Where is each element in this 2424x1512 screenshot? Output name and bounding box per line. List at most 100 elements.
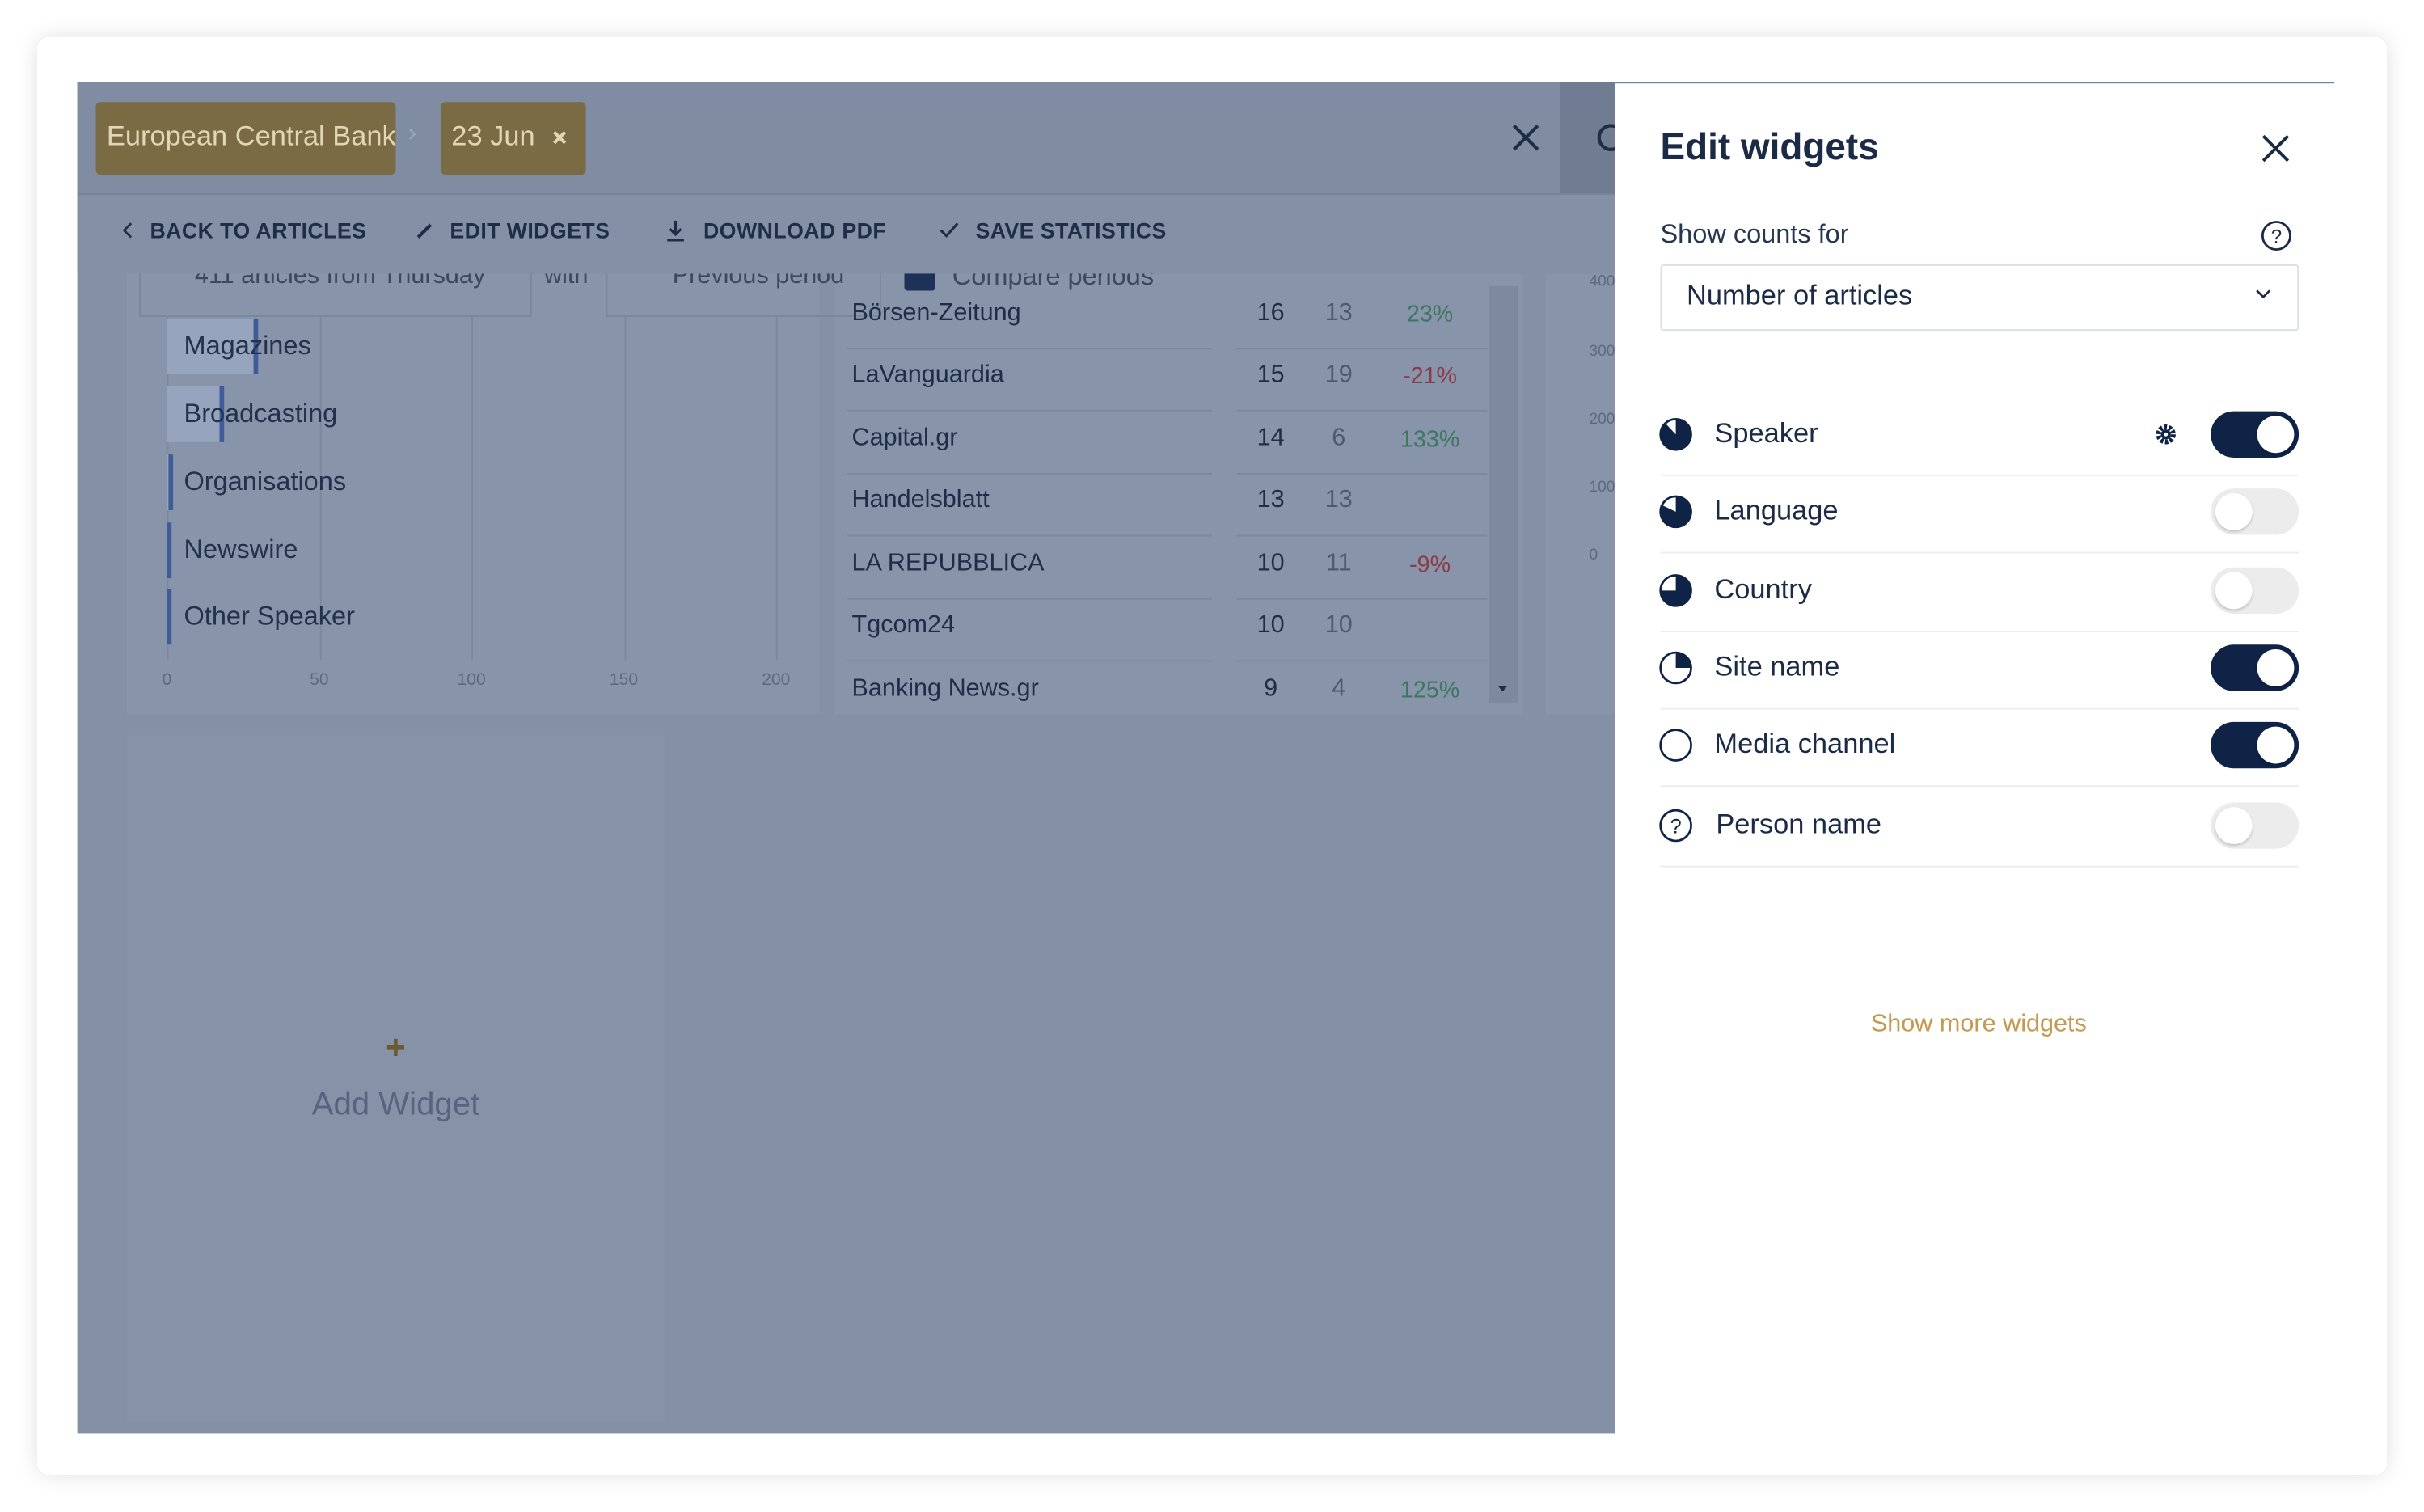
grid-line (471, 316, 474, 661)
row-divider (1660, 785, 2299, 788)
help-icon[interactable]: ? (2260, 220, 2292, 252)
toolbar-button[interactable]: SAVE STATISTICS (975, 218, 1167, 243)
grid-line (319, 316, 321, 661)
row-divider (1660, 865, 2299, 868)
previous-count: 13 (1324, 487, 1353, 513)
row-divider (1236, 660, 1488, 662)
current-count: 15 (1256, 361, 1285, 388)
toggle[interactable] (2211, 721, 2299, 769)
bar (167, 522, 172, 579)
change: -9% (1409, 551, 1451, 579)
breadcrumb: 23 Jun (451, 120, 535, 152)
widget-icon (1659, 573, 1693, 607)
row-divider (1660, 474, 2299, 476)
search-icon (1592, 120, 1616, 154)
x-tick-label: 50 (310, 670, 329, 690)
current-count: 14 (1256, 424, 1285, 452)
widget-settings[interactable] (2153, 422, 2178, 447)
row-divider (1236, 473, 1488, 475)
side-card (1546, 270, 1616, 715)
y-tick-label: 100 (1589, 479, 1615, 496)
toolbar-icon[interactable] (935, 217, 963, 244)
add-icon: + (386, 1028, 406, 1067)
close-dashboard[interactable] (1509, 120, 1543, 154)
previous-count: 10 (1324, 612, 1353, 639)
x-tick-label: 200 (762, 670, 791, 690)
row-divider (1236, 598, 1488, 600)
svg-text:?: ? (2271, 226, 2282, 248)
counts-select[interactable] (1660, 264, 2299, 332)
svg-text:?: ? (1670, 815, 1682, 838)
category-label: Newswire (184, 534, 298, 564)
toolbar-button[interactable]: EDIT WIDGETS (450, 218, 610, 243)
row-divider (1660, 707, 2299, 710)
toggle[interactable] (2211, 802, 2299, 849)
close-panel[interactable] (2260, 133, 2291, 163)
widget-label: Language (1714, 494, 1839, 526)
widget-icon (1659, 729, 1693, 762)
grid-line (623, 316, 626, 661)
widget-icon: ? (1659, 809, 1693, 843)
row-divider (847, 409, 1213, 412)
widget-icon (1659, 417, 1693, 451)
toggle[interactable] (2211, 488, 2299, 535)
row-divider (1660, 551, 2299, 554)
bar (167, 318, 259, 374)
toolbar-button[interactable]: DOWNLOAD PDF (703, 218, 887, 243)
toggle-knob (2257, 649, 2295, 686)
toggle-knob (2215, 807, 2253, 844)
toggle[interactable] (2211, 644, 2299, 691)
x-tick-label: 150 (609, 670, 639, 690)
category-label: Other Speaker (184, 601, 355, 631)
current-count: 10 (1256, 612, 1285, 639)
counts-label: Show counts for (1660, 219, 1849, 249)
source-name: Tgcom24 (851, 612, 956, 639)
y-tick-label: 200 (1589, 411, 1615, 429)
previous-count: 6 (1332, 424, 1346, 452)
widget-label: Media channel (1714, 728, 1896, 759)
dimmed-dashboard: 411 articles from Thursday with Previous p… (77, 82, 1616, 1434)
category-label: Organisations (184, 467, 347, 496)
toggle[interactable] (2211, 567, 2299, 615)
toolbar-button[interactable]: BACK TO ARTICLES (150, 218, 367, 243)
breadcrumb: European Central Bank (106, 120, 396, 152)
table-card (834, 270, 1523, 715)
change: 133% (1400, 426, 1460, 454)
toolbar-icon[interactable] (114, 217, 141, 244)
previous-count: 4 (1332, 675, 1346, 703)
category-label: Magazines (184, 331, 311, 361)
change: -21% (1403, 363, 1458, 390)
source-name: Banking News.gr (851, 675, 1039, 703)
scrollbar (1489, 285, 1518, 703)
bar (167, 589, 172, 645)
toolbar (77, 193, 1616, 274)
current-count: 9 (1264, 675, 1278, 703)
widget-label: Site name (1714, 650, 1840, 682)
breadcrumb-separator: › (408, 120, 416, 147)
scroll-down (1493, 677, 1512, 695)
change: 125% (1400, 677, 1460, 703)
breadcrumb-chip[interactable] (95, 102, 396, 175)
change: 23% (1406, 301, 1454, 328)
toggle-knob (2257, 416, 2295, 454)
x-tick-label: 0 (162, 670, 172, 690)
toolbar-icon[interactable] (661, 217, 689, 244)
toggle[interactable] (2211, 411, 2299, 458)
search-button (1560, 82, 1616, 193)
source-name: LA REPUBBLICA (851, 550, 1045, 577)
remove-filter[interactable] (549, 127, 571, 149)
row-divider (847, 534, 1213, 537)
select-chevron (2253, 283, 2274, 305)
add-widget-card (126, 734, 665, 1423)
previous-count: 19 (1324, 361, 1353, 388)
toolbar-icon[interactable] (412, 217, 439, 244)
source-name: Börsen-Zeitung (851, 299, 1021, 327)
row-divider (847, 598, 1213, 600)
panel-title: Edit widgets (1660, 126, 1879, 169)
show-more-widgets[interactable]: Show more widgets (1870, 1011, 2087, 1037)
bar (167, 386, 226, 442)
current-count: 13 (1256, 487, 1285, 513)
previous-count: 11 (1325, 550, 1352, 577)
counts-value: Number of articles (1686, 280, 1913, 311)
